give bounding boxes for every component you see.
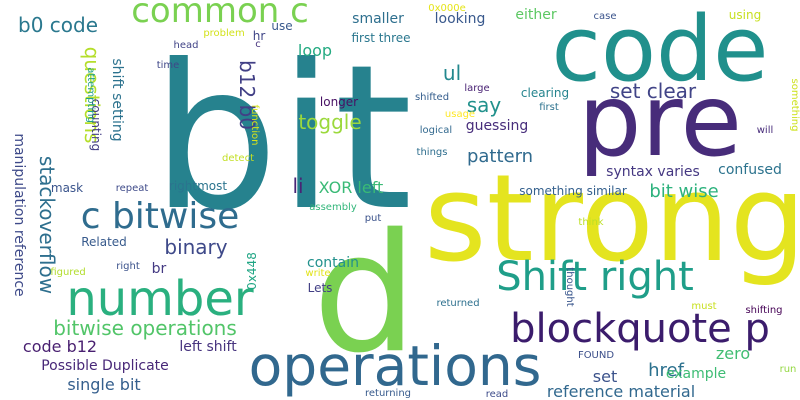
cloud-word-mask: mask [51,181,83,195]
cloud-word-p: p [313,221,418,400]
cloud-word-using: using [729,8,761,22]
cloud-word-bit-wise: bit wise [649,181,718,202]
cloud-word-xor-left: XOR left [319,178,384,197]
cloud-word-li: li [292,174,303,198]
cloud-word-questions: questions [80,47,104,144]
cloud-word-b0-code: b0 code [18,13,98,37]
cloud-word-detect: detect [222,153,254,164]
cloud-word-code-b12: code b12 [23,337,97,356]
cloud-word-rightmost: rightmost [169,179,227,193]
cloud-word-left-shift: left shift [179,339,237,355]
cloud-word-thought: thought [564,267,575,306]
cloud-word-assembly: assembly [309,202,357,213]
cloud-word-think: think [578,217,603,228]
cloud-word-looking: looking [435,11,486,27]
cloud-word-shifting: shifting [745,305,782,316]
cloud-word-figured: figured [50,267,85,278]
cloud-word-shift-right: Shift right [496,254,694,300]
cloud-word-case: case [594,11,617,22]
cloud-word-run: run [780,364,797,375]
cloud-word-manipulation-reference: manipulation reference [11,133,27,296]
cloud-word-first-three: first three [351,31,410,45]
cloud-word-first: first [539,102,559,113]
cloud-word-binary: binary [164,235,227,259]
cloud-word-bitwise-operations: bitwise operations [53,316,237,340]
cloud-word-counting: counting [89,99,103,151]
cloud-word-0x448: 0x448 [245,252,259,290]
cloud-word-something-similar: something similar [519,184,627,198]
cloud-word-attempting: attempting [85,67,96,123]
cloud-word-related: Related [81,235,127,249]
cloud-word-c: c [255,39,261,50]
cloud-word-time: time [157,60,180,71]
cloud-word-use: use [271,19,292,33]
cloud-word-longer: longer [320,95,358,109]
cloud-word-will: will [757,125,774,136]
cloud-word-clearing: clearing [521,86,569,100]
cloud-word-hr: hr [253,29,266,43]
cloud-word-common-c: common c [131,0,309,31]
cloud-word-write: write [305,268,330,279]
cloud-word-b12-b0: b12 b0 [235,60,259,130]
cloud-word-blockquote-p: blockquote p [510,306,770,352]
cloud-word-smaller: smaller [352,11,404,27]
cloud-word-logical: logical [420,125,452,136]
cloud-word-usage: usage [445,109,475,120]
cloud-word-operations: operations [249,334,542,398]
cloud-word-guessing: guessing [466,118,529,134]
cloud-word-stackoverflow: stackoverflow [35,156,59,294]
cloud-word-strong: strong [424,150,800,289]
cloud-word-head: head [174,40,199,51]
cloud-word-toggle: toggle [298,110,361,134]
cloud-word-set-clear: set clear [610,79,697,103]
cloud-word-0x000e: 0x000e [428,3,466,14]
cloud-word-contain: contain [307,255,359,271]
cloud-word-something: something [789,79,800,132]
cloud-word-repeat: repeat [116,183,149,194]
cloud-word-set: set [593,367,617,386]
cloud-word-zero: zero [716,344,750,363]
cloud-word-either: either [515,7,556,23]
cloud-word-shifted: shifted [415,92,449,103]
cloud-word-things: things [417,147,448,158]
cloud-word-possible-duplicate: Possible Duplicate [41,358,169,374]
cloud-word-c-bitwise: c bitwise [81,196,240,237]
cloud-word-returning: returning [365,388,411,399]
cloud-word-loop: loop [298,41,332,60]
cloud-word-reference-material: reference material [547,382,695,400]
cloud-word-returned: returned [436,298,479,309]
cloud-word-syntax-varies: syntax varies [606,164,700,180]
cloud-word-problem: problem [203,28,244,39]
cloud-word-lets: Lets [308,281,333,295]
cloud-word-right: right [116,261,140,272]
cloud-word-say: say [467,93,502,117]
cloud-word-code: code [551,0,768,102]
cloud-word-large: large [464,83,489,94]
cloud-word-br: br [152,261,167,277]
cloud-word-href: href [648,360,684,381]
cloud-word-put: put [365,213,382,224]
cloud-word-shift-setting: shift setting [109,58,125,141]
cloud-word-pattern: pattern [467,146,533,167]
cloud-word-pre: pre [578,62,742,179]
cloud-word-function: function [249,105,260,146]
cloud-word-found: FOUND [578,350,614,361]
cloud-word-number: number [66,271,254,327]
cloud-word-bit: bit [152,22,413,255]
cloud-word-ul: ul [443,61,461,85]
cloud-word-must: must [691,301,716,312]
cloud-word-single-bit: single bit [67,375,140,394]
cloud-word-confused: confused [718,162,782,178]
cloud-word-example: example [666,366,726,382]
cloud-word-read: read [486,389,509,400]
